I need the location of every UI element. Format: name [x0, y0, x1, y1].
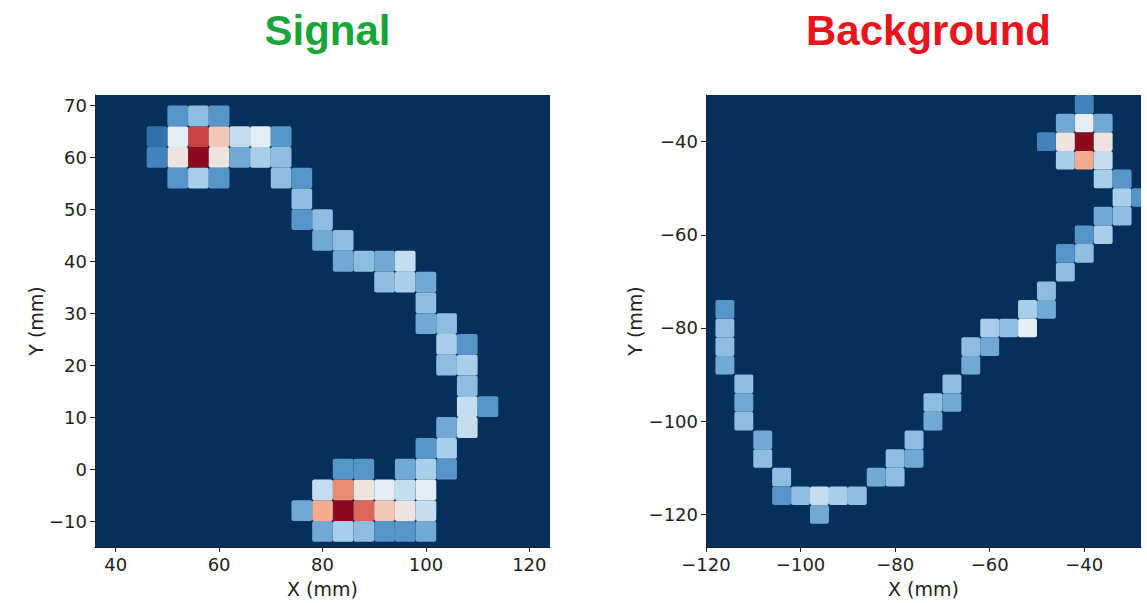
svg-text:80: 80 [311, 554, 334, 575]
svg-text:60: 60 [64, 147, 87, 168]
svg-text:−100: −100 [776, 554, 825, 575]
svg-text:Signal: Signal [264, 7, 390, 54]
svg-text:−120: −120 [681, 554, 730, 575]
svg-text:−60: −60 [971, 554, 1009, 575]
svg-text:60: 60 [208, 554, 231, 575]
svg-text:Y (mm): Y (mm) [624, 286, 646, 357]
svg-text:X (mm): X (mm) [287, 578, 358, 600]
svg-text:Background: Background [806, 7, 1051, 54]
svg-text:40: 40 [104, 554, 127, 575]
svg-text:70: 70 [64, 95, 87, 116]
svg-text:−80: −80 [876, 554, 914, 575]
svg-text:−10: −10 [49, 511, 87, 532]
svg-text:10: 10 [64, 407, 87, 428]
svg-text:Y (mm): Y (mm) [25, 286, 47, 357]
svg-text:−120: −120 [649, 504, 698, 525]
svg-text:−100: −100 [649, 411, 698, 432]
svg-text:−40: −40 [1065, 554, 1103, 575]
svg-text:X (mm): X (mm) [888, 578, 959, 600]
svg-text:−60: −60 [660, 224, 698, 245]
svg-text:−40: −40 [660, 131, 698, 152]
svg-text:40: 40 [64, 251, 87, 272]
svg-text:0: 0 [76, 459, 87, 480]
svg-text:−80: −80 [660, 317, 698, 338]
svg-text:20: 20 [64, 355, 87, 376]
svg-text:30: 30 [64, 303, 87, 324]
svg-text:120: 120 [512, 554, 546, 575]
svg-text:50: 50 [64, 199, 87, 220]
svg-text:100: 100 [409, 554, 443, 575]
